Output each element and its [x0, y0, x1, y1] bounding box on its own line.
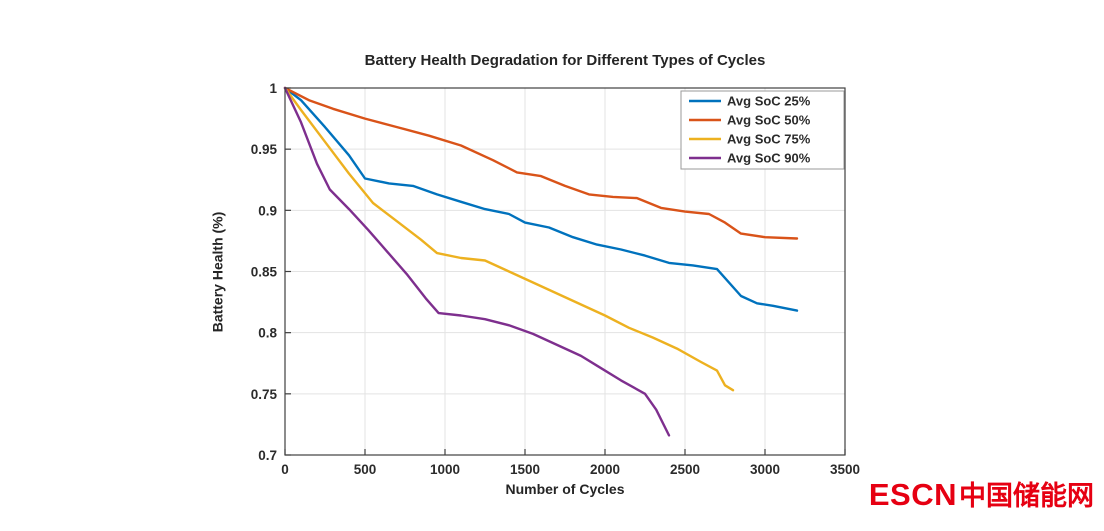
- x-tick-label: 3500: [830, 462, 860, 477]
- x-tick-label: 0: [281, 462, 289, 477]
- series-line-avg-soc-75-: [283, 86, 735, 392]
- chart-title: Battery Health Degradation for Different…: [364, 52, 766, 69]
- escn-logo-text: ESCN: [868, 477, 957, 512]
- y-tick-label: 0.9: [258, 203, 277, 218]
- legend-box: [680, 90, 845, 170]
- escn-logo-chinese: 中国储能网: [959, 481, 1094, 511]
- x-axis-label: Number of Cycles: [505, 481, 625, 497]
- y-tick-label: 0.85: [251, 265, 278, 280]
- legend-label: Avg SoC 90%: [727, 151, 811, 166]
- legend-label: Avg SoC 75%: [727, 132, 811, 147]
- x-tick-label: 3000: [750, 462, 780, 477]
- x-tick-label: 2000: [590, 462, 620, 477]
- y-tick-label: 0.8: [258, 326, 277, 341]
- y-tick-label: 0.95: [251, 142, 278, 157]
- legend-label: Avg SoC 25%: [727, 94, 811, 109]
- series-line-avg-soc-25-: [283, 86, 799, 312]
- escn-logo: ESCN中国储能网: [869, 474, 1094, 513]
- y-tick-label: 0.7: [258, 448, 277, 463]
- y-tick-label: 1: [269, 81, 277, 96]
- y-tick-label: 0.75: [251, 387, 278, 402]
- x-tick-label: 1000: [430, 462, 460, 477]
- legend-label: Avg SoC 50%: [727, 113, 811, 128]
- x-tick-label: 500: [354, 462, 377, 477]
- x-tick-label: 1500: [510, 462, 540, 477]
- series-line-avg-soc-90-: [283, 86, 671, 437]
- series-line-avg-soc-50-: [283, 86, 799, 240]
- x-tick-label: 2500: [670, 462, 700, 477]
